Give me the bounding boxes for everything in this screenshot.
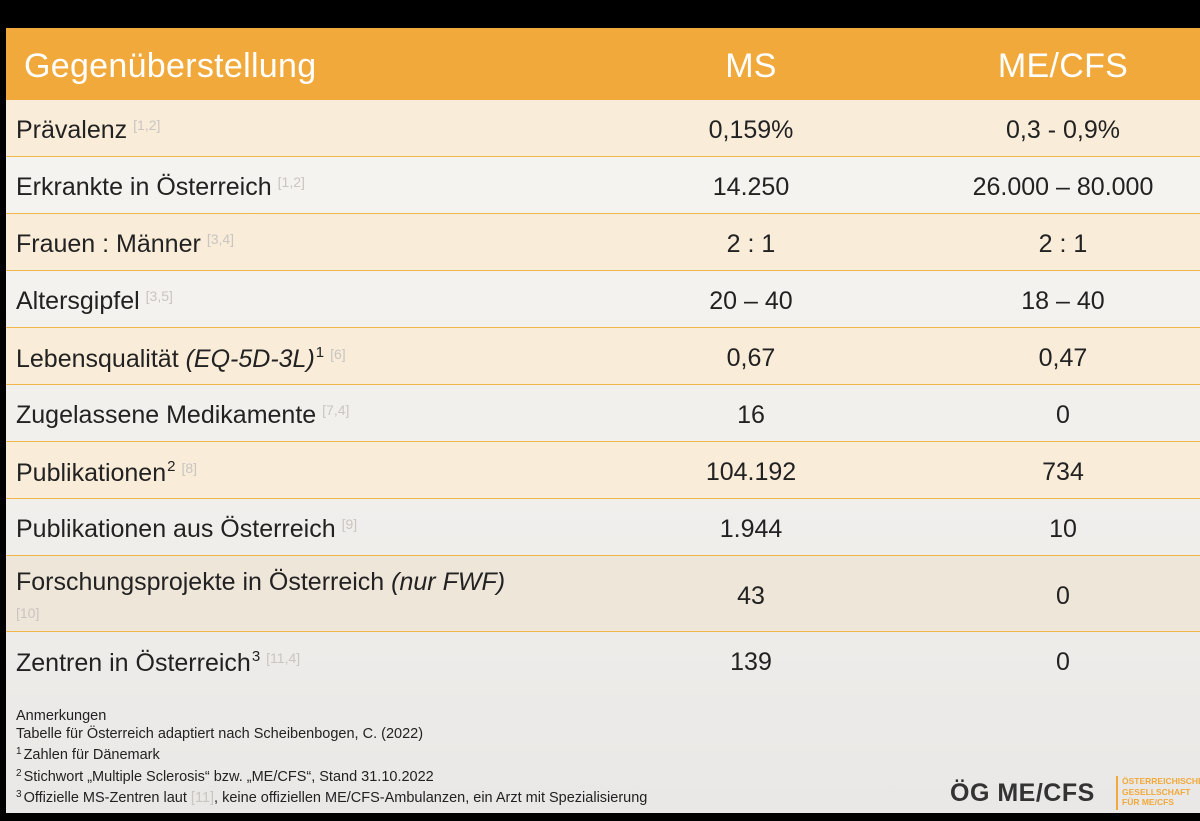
mecfs-value: 0 (1056, 648, 1070, 676)
header-mecfs: ME/CFS (997, 47, 1129, 85)
row-label: Forschungsprojekte in Österreich (nur FW… (16, 568, 506, 596)
citation: [8] (181, 460, 198, 476)
table-row: Zentren in Österreich3 [11,4] 139 0 (6, 632, 1200, 688)
table-row: Erkrankte in Österreich [1,2] 14.250 26.0… (6, 157, 1200, 214)
note-2: 2 Stichwort „Multiple Sclerosis“ bzw. „ME… (16, 767, 434, 785)
citation: [3,5] (145, 288, 173, 304)
citation: [1,2] (133, 117, 161, 133)
table-row: Publikationen2 [8] 104.192 734 (6, 442, 1200, 499)
row-label: Zentren in Österreich3 [11,4] (16, 648, 301, 677)
ms-value: 14.250 (712, 173, 790, 201)
organization-logo: ÖG ME/CFS ÖSTERREICHISCHE GESELLSCHAFT F… (950, 774, 1200, 812)
table-header: Gegenüberstellung MS ME/CFS (6, 28, 1200, 100)
logo-wordmark: ÖG ME/CFS (950, 779, 1095, 807)
footnotes: Anmerkungen Tabelle für Österreich adapt… (16, 708, 647, 808)
note-source: Tabelle für Österreich adaptiert nach Sc… (16, 725, 424, 742)
ms-value: 43 (737, 582, 765, 610)
table-row: Zugelassene Medikamente [7,4] 16 0 (6, 385, 1200, 442)
ms-value: 104.192 (705, 458, 797, 486)
table-row: Frauen : Männer [3,4] 2 : 1 2 : 1 (6, 214, 1200, 271)
ms-value: 2 : 1 (726, 230, 776, 258)
citation: [10] (16, 605, 40, 621)
mecfs-value: 0 (1056, 401, 1070, 429)
citation: [11,4] (266, 650, 301, 666)
table-row: Altersgipfel [3,5] 20 – 40 18 – 40 (6, 271, 1200, 328)
header-ms: MS (725, 47, 777, 85)
ms-value: 20 – 40 (709, 287, 793, 315)
header-title: Gegenüberstellung (24, 47, 317, 85)
ms-value: 0,67 (726, 344, 776, 372)
logo-subtitle: ÖSTERREICHISCHE GESELLSCHAFT FÜR ME/CFS (1122, 776, 1200, 807)
mecfs-value: 26.000 – 80.000 (972, 173, 1154, 201)
ms-value: 0,159% (708, 116, 794, 144)
row-label: Lebensqualität (EQ-5D-3L)1 [6] (16, 344, 346, 373)
row-label: Publikationen2 [8] (16, 458, 198, 487)
table-row: Lebensqualität (EQ-5D-3L)1 [6] 0,67 0,47 (6, 328, 1200, 385)
citation: [7,4] (322, 402, 350, 418)
mecfs-value: 18 – 40 (1021, 287, 1105, 315)
row-label: Prävalenz [1,2] (16, 116, 161, 144)
ms-value: 1.944 (719, 515, 783, 543)
note-3: 3 Offizielle MS-Zentren laut [11], keine … (16, 789, 648, 806)
note-1: 1 Zahlen für Dänemark (16, 746, 160, 763)
citation: [9] (341, 516, 358, 532)
mecfs-value: 10 (1049, 515, 1077, 543)
mecfs-value: 2 : 1 (1038, 230, 1088, 258)
citation: [6] (330, 346, 346, 362)
citation: [3,4] (206, 231, 235, 247)
table-row: Publikationen aus Österreich [9] 1.944 10 (6, 499, 1200, 556)
ms-value: 16 (737, 401, 765, 429)
table-row: Forschungsprojekte in Österreich (nur FW… (6, 556, 1200, 632)
mecfs-value: 0,47 (1038, 344, 1088, 372)
citation: [1,2] (277, 174, 305, 190)
row-label: Zugelassene Medikamente [7,4] (16, 401, 350, 429)
slide: Gegenüberstellung MS ME/CFS Prävalenz [1,… (6, 28, 1200, 813)
mecfs-value: 0,3 - 0,9% (1006, 116, 1120, 144)
logo-divider (1116, 776, 1118, 810)
row-label: Frauen : Männer [3,4] (16, 230, 235, 258)
ms-value: 139 (730, 648, 772, 676)
notes-heading: Anmerkungen (16, 708, 107, 724)
mecfs-value: 0 (1056, 582, 1070, 610)
row-label: Altersgipfel [3,5] (16, 287, 173, 315)
mecfs-value: 734 (1042, 458, 1084, 486)
table-row: Prävalenz [1,2] 0,159% 0,3 - 0,9% (6, 100, 1200, 157)
row-label: Publikationen aus Österreich [9] (16, 515, 358, 543)
row-label: Erkrankte in Österreich [1,2] (16, 173, 305, 201)
